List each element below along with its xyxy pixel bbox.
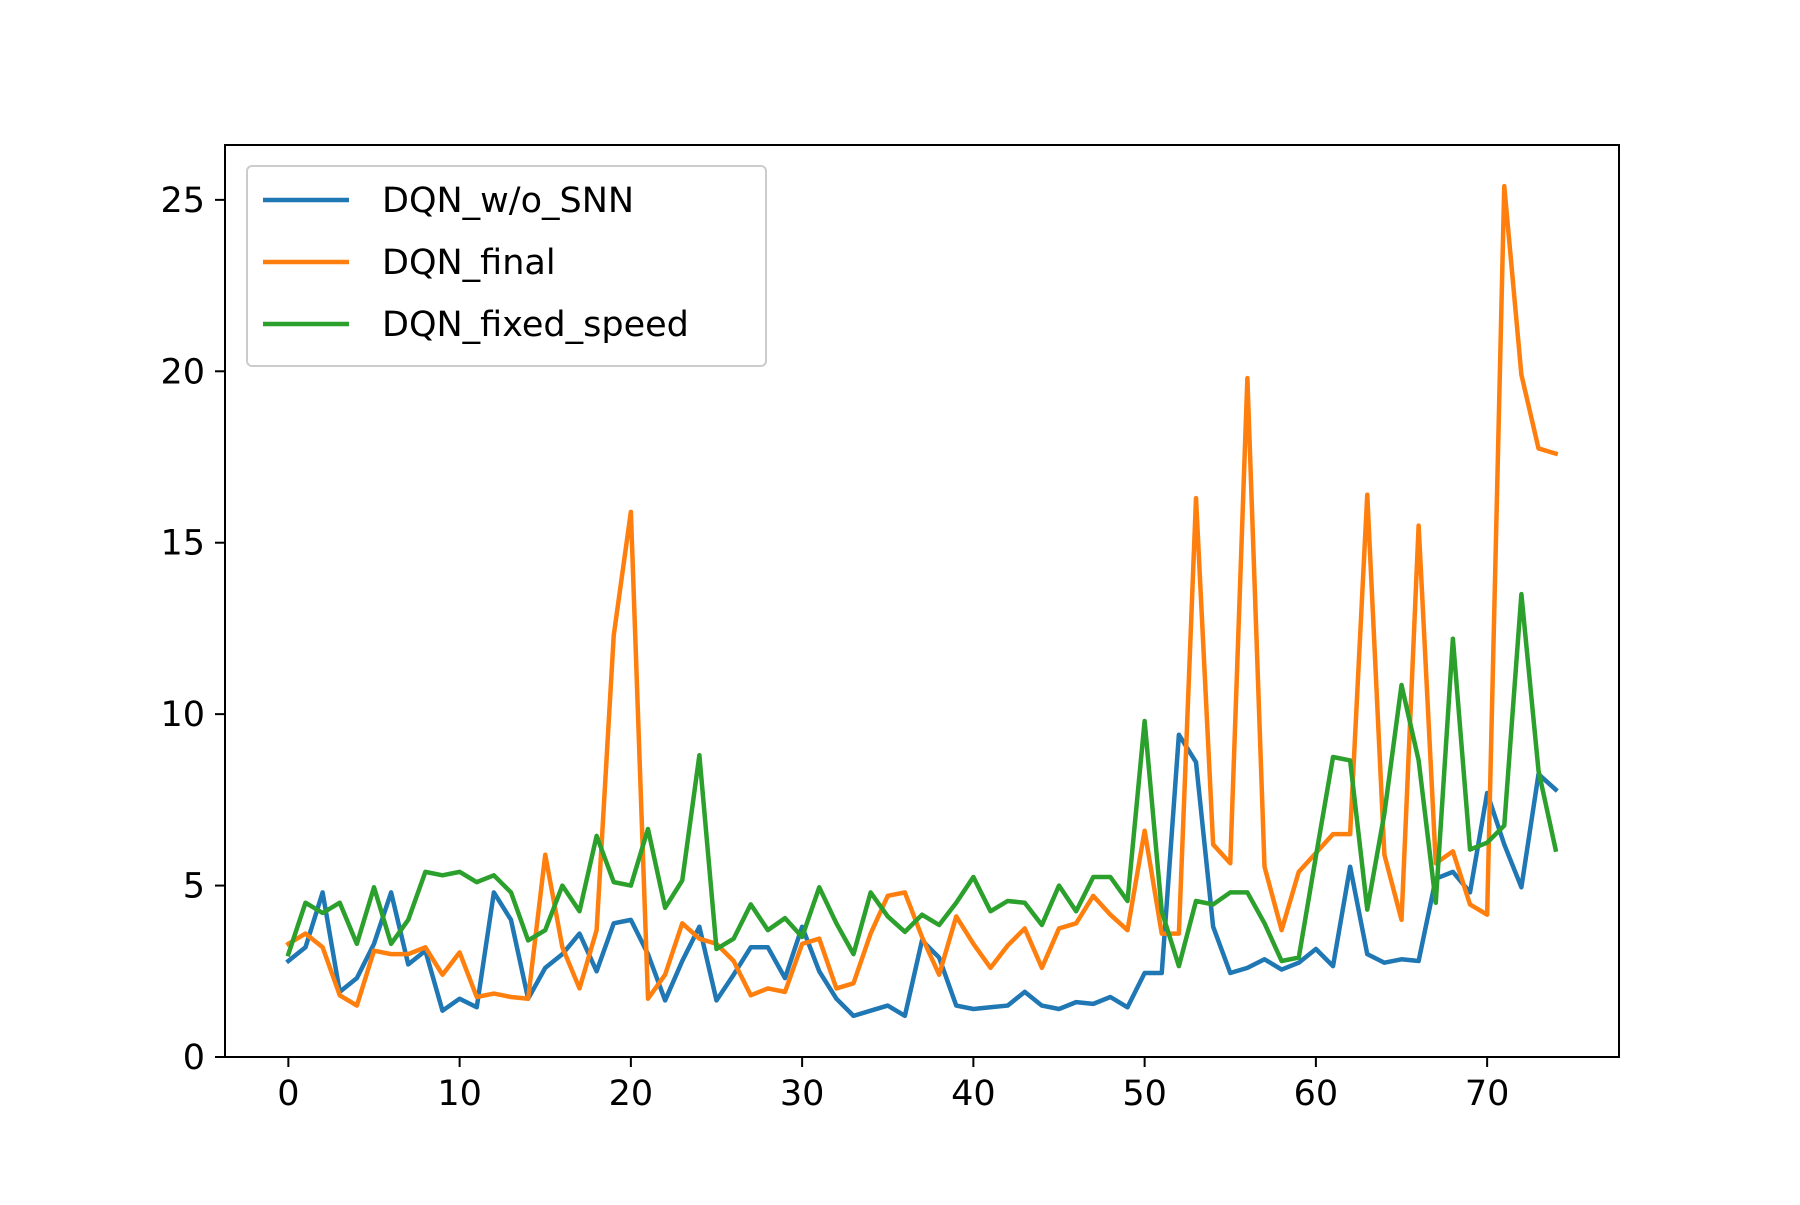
plot-frame	[224, 144, 1620, 1058]
y-tick-label: 20	[160, 352, 205, 392]
y-axis: 0 5 10 15 20 25	[160, 181, 225, 1078]
x-tick-label: 30	[780, 1074, 825, 1114]
legend-label-dqn-fixed-speed: DQN_fixed_speed	[382, 305, 689, 345]
x-axis: 0 10 20 30 40 50 60 70	[277, 1057, 1509, 1114]
x-tick-label: 60	[1294, 1074, 1339, 1114]
x-tick-label: 40	[951, 1074, 996, 1114]
legend: DQN_w/o_SNN DQN_final DQN_fixed_speed	[246, 165, 767, 367]
x-tick-label: 20	[609, 1074, 654, 1114]
y-tick-label: 0	[183, 1038, 205, 1078]
y-tick-label: 10	[160, 695, 205, 735]
series-line-dqn-final	[285, 183, 1559, 1008]
y-tick-label: 5	[183, 867, 205, 907]
x-tick-label: 10	[437, 1074, 482, 1114]
series-line-dqn-fixed-speed	[285, 591, 1559, 969]
x-tick-label: 50	[1122, 1074, 1167, 1114]
legend-label-dqn-final: DQN_final	[382, 243, 556, 283]
y-tick-label: 25	[160, 181, 205, 221]
series-lines	[285, 183, 1559, 1019]
y-tick-label: 15	[160, 524, 205, 564]
legend-box	[246, 165, 767, 367]
legend-label-dqn-wo-snn: DQN_w/o_SNN	[382, 181, 634, 221]
x-tick-label: 0	[277, 1074, 299, 1114]
x-tick-label: 70	[1465, 1074, 1510, 1114]
